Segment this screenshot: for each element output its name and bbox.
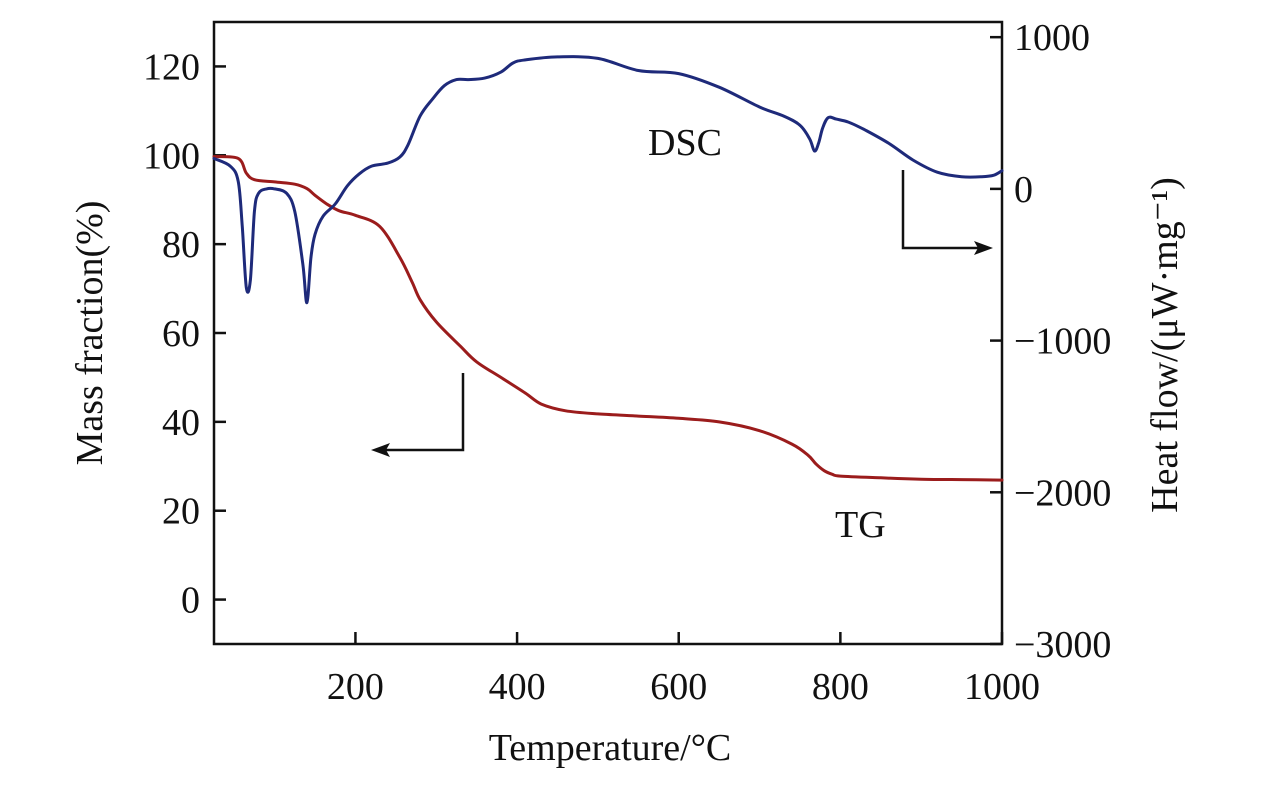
- left-tick-label: 120: [143, 46, 200, 88]
- left-tick-label: 60: [162, 313, 200, 355]
- left-y-axis-title: Mass fraction(%): [69, 201, 111, 466]
- tg-series-label: TG: [835, 504, 886, 546]
- left-tick-label: 40: [162, 402, 200, 444]
- right-axis-ticks: −3000 −2000 −1000 0 1000: [990, 17, 1111, 666]
- left-tick-label: 20: [162, 491, 200, 533]
- tg-axis-arrowhead: [371, 443, 390, 457]
- plot-frame: [212, 20, 1004, 646]
- dsc-series-line: [212, 55, 1004, 305]
- right-tick-label: −2000: [1014, 472, 1111, 514]
- x-axis-title: Temperature/°C: [489, 727, 732, 769]
- tg-axis-arrow-line: [380, 373, 465, 452]
- dsc-series-label: DSC: [648, 122, 722, 164]
- right-tick-label: 0: [1014, 169, 1033, 211]
- bottom-tick-label: 600: [650, 666, 707, 708]
- right-tick-label: −1000: [1014, 321, 1111, 363]
- left-axis-ticks: 0 20 40 60 80 100 120: [143, 46, 226, 622]
- dsc-axis-arrowhead: [974, 241, 993, 255]
- left-tick-label: 80: [162, 224, 200, 266]
- bottom-tick-label: 1000: [964, 666, 1040, 708]
- bottom-tick-label: 400: [489, 666, 546, 708]
- right-y-axis-title: Heat flow/(μW·mg⁻¹): [1144, 177, 1186, 513]
- left-tick-label: 0: [181, 580, 200, 622]
- right-tick-label: 1000: [1014, 17, 1090, 59]
- tg-series-line: [212, 155, 1004, 482]
- bottom-tick-label: 800: [812, 666, 869, 708]
- bottom-tick-label: 200: [327, 666, 384, 708]
- left-tick-label: 100: [143, 135, 200, 177]
- right-tick-label: −3000: [1014, 624, 1111, 666]
- bottom-axis-ticks: 200 400 600 800 1000: [327, 632, 1040, 708]
- dsc-axis-arrow-line: [901, 170, 984, 250]
